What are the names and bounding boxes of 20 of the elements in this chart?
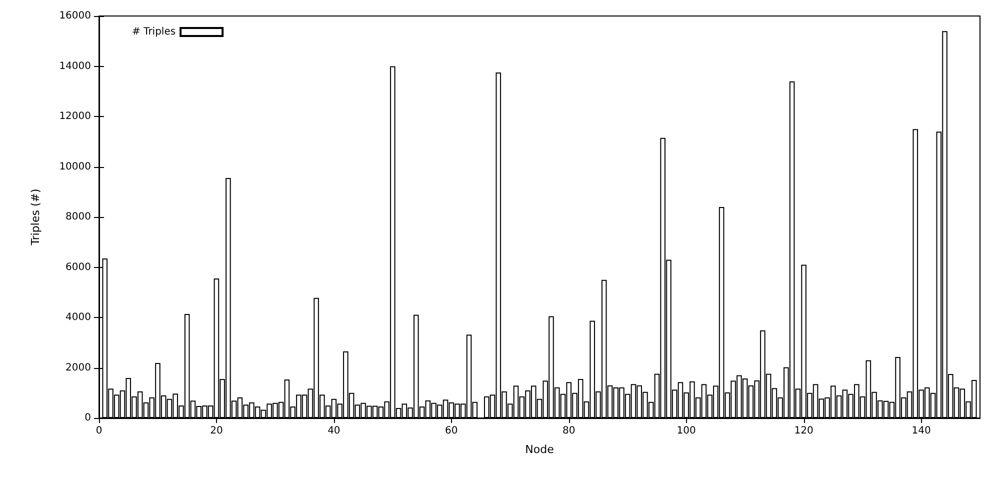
x-tick-label: 80 bbox=[562, 426, 576, 436]
y-tick-label: 14000 bbox=[59, 60, 91, 72]
y-tick-label: 8000 bbox=[66, 212, 91, 222]
x-tick-label: 40 bbox=[328, 426, 340, 436]
y-tick-label: 6000 bbox=[66, 262, 91, 273]
y-tick-label: 0 bbox=[84, 412, 91, 424]
x-tick-label: 20 bbox=[210, 426, 223, 436]
x-tick-label: 140 bbox=[912, 426, 931, 436]
x-tick-label: 0 bbox=[96, 426, 102, 436]
y-tick-label: 4000 bbox=[66, 312, 91, 323]
y-axis-title: Triples (#) bbox=[29, 188, 42, 246]
y-tick-label: 16000 bbox=[59, 10, 91, 22]
y-tick-label: 12000 bbox=[59, 111, 91, 122]
y-tick-label: 10000 bbox=[59, 161, 91, 172]
legend-label: # Triples bbox=[132, 26, 176, 38]
y-tick-label: 2000 bbox=[66, 362, 91, 374]
x-axis-title: Node bbox=[525, 443, 554, 456]
x-tick-label: 120 bbox=[794, 426, 814, 436]
x-tick-label: 60 bbox=[445, 426, 458, 436]
x-tick-label: 100 bbox=[676, 426, 696, 436]
